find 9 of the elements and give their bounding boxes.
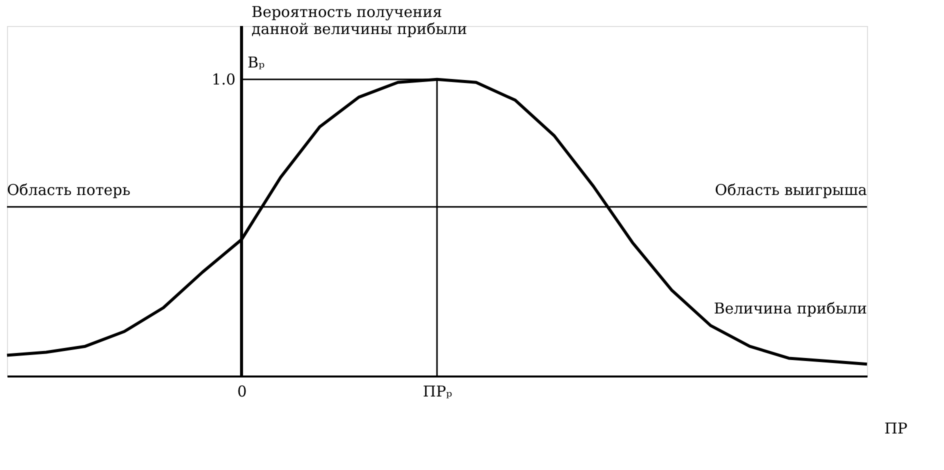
annotation: 1.0 xyxy=(212,70,236,88)
chart-title: Вероятность получения данной величины прибыли xyxy=(252,3,468,38)
annotation: Область потерь xyxy=(7,181,130,200)
y-axis-title: Bₚ xyxy=(248,53,265,72)
x-axis-title: ПР xyxy=(884,420,908,438)
x-tick-label: ПРₚ xyxy=(422,382,452,400)
annotation: Величина прибыли xyxy=(714,300,867,318)
annotation: Область выигрыша xyxy=(714,181,868,200)
x-tick-label: 0 xyxy=(237,382,247,400)
